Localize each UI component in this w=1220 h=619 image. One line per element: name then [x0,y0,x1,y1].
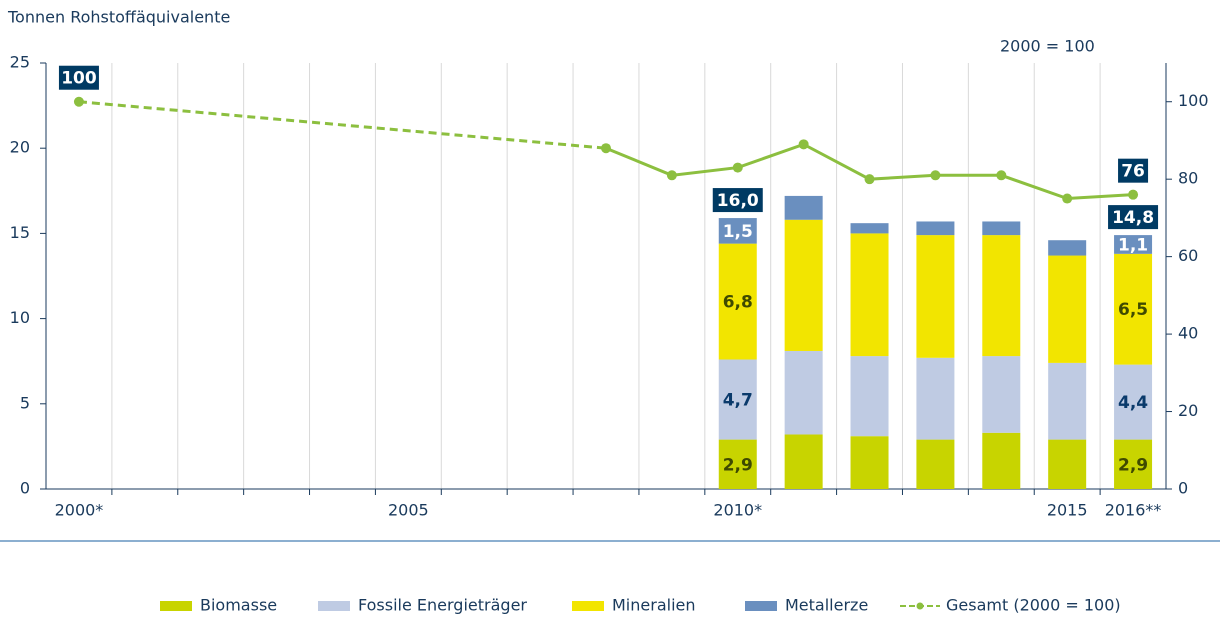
line-point [732,162,743,173]
data-label: 6,5 [1118,300,1148,320]
line-point [930,170,941,181]
y-tick-label: 15 [10,223,30,242]
bar-segment [1048,240,1087,256]
legend-swatch [745,601,777,611]
bar-segment [1114,439,1153,489]
y2-tick-label: 80 [1178,169,1198,188]
legend-label: Gesamt (2000 = 100) [946,596,1121,615]
bar-segment [982,235,1021,357]
y2-axis-label: 2000 = 100 [1000,37,1095,56]
bar-segment [1114,235,1153,254]
y-tick-label: 10 [10,308,30,327]
line [605,142,1134,201]
bar-segment [982,432,1021,489]
line-point [864,174,875,185]
bar-segment [1114,364,1153,440]
line-label-box [58,65,99,90]
bar-segment [850,356,889,437]
total-label: 14,8 [1112,208,1154,228]
line-point [798,139,809,150]
bar-segment [916,221,955,236]
line-point [73,96,84,107]
legend-label: Mineralien [612,596,696,615]
y2-tick-label: 0 [1178,479,1188,498]
y-tick-label: 5 [20,393,30,412]
legend-swatch [318,601,350,611]
y2-tick-label: 100 [1178,91,1209,110]
bar-segment [1114,253,1153,365]
bar-segment [850,223,889,234]
y-tick-label: 25 [10,53,30,72]
x-tick-label: 2000* [55,501,104,520]
line-label: 100 [61,69,97,89]
bar-segment [784,195,823,220]
legend-point [916,602,924,610]
legend-label: Biomasse [200,596,277,615]
x-tick-label: 2005 [388,501,429,520]
bar-segment [916,357,955,440]
bar-segment [1048,255,1087,363]
bar-segment [718,218,757,244]
bar-segment [916,235,955,358]
x-tick-label: 2016** [1105,501,1162,520]
legend-swatch [160,601,192,611]
bar-segment [916,439,955,489]
data-label: 4,4 [1118,393,1148,413]
bar-segment [1048,362,1087,440]
bar-segment [982,221,1021,236]
data-label: 2,9 [723,455,753,475]
total-label-box [712,188,763,213]
legend-swatch [572,601,604,611]
line-label: 76 [1121,162,1145,182]
y-tick-label: 20 [10,138,30,157]
y-tick-label: 0 [20,479,30,498]
line-point [1128,189,1139,200]
bar-segment [784,350,823,435]
y2-tick-label: 40 [1178,324,1198,343]
line-point [996,170,1007,181]
data-label: 4,7 [723,391,753,411]
x-tick-label: 2010* [713,501,762,520]
bar-segment [850,233,889,357]
line-point [601,143,611,154]
y2-tick-label: 60 [1178,246,1198,265]
legend-label: Metallerze [785,596,868,615]
bar-segment [850,436,889,489]
bar-segment [784,219,823,351]
bar-segment [718,359,757,440]
line-label-box [1118,158,1149,183]
data-label: 2,9 [1118,455,1148,475]
y-axis-label: Tonnen Rohstoffäquivalente [7,8,230,27]
line-point [1062,193,1073,204]
bar-segment [718,243,757,360]
total-label: 16,0 [717,191,759,211]
legend-label: Fossile Energieträger [358,596,527,615]
total-label-box [1108,205,1159,230]
x-tick-label: 2015 [1047,501,1088,520]
bar-segment [784,434,823,489]
bar-segment [1048,439,1087,489]
data-label: 6,8 [723,293,753,313]
data-label: 1,5 [723,222,753,242]
data-label: 1,1 [1118,235,1148,255]
bar-segment [982,356,1021,433]
bar-segment [718,439,757,489]
line-point [666,170,677,181]
y2-tick-label: 20 [1178,401,1198,420]
line-gap-dashed [78,100,607,150]
